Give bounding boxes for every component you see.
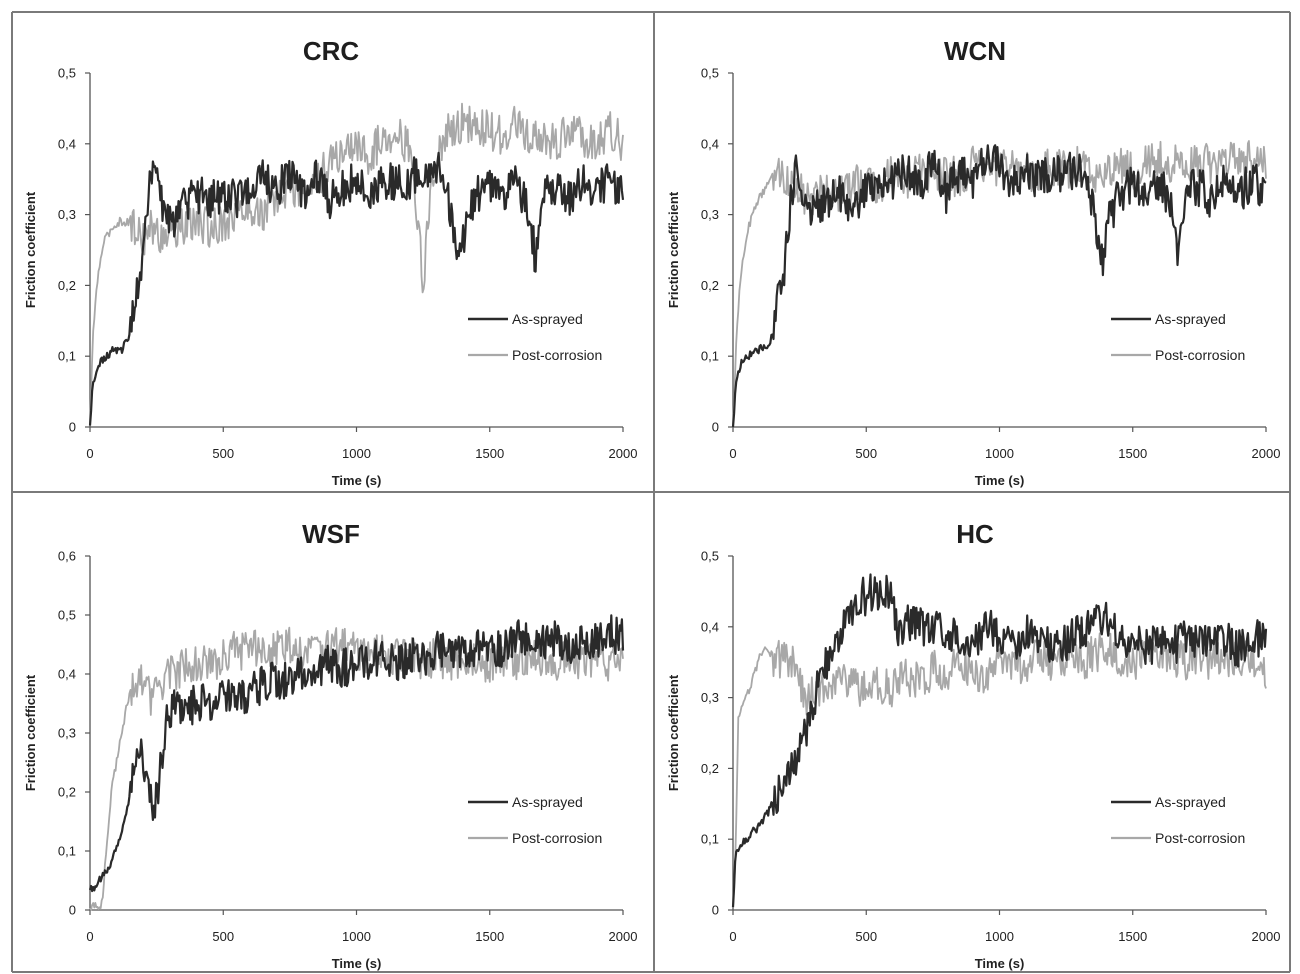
x-tick-label: 1000 bbox=[342, 446, 371, 461]
y-tick-label: 0,3 bbox=[58, 207, 76, 222]
legend-label: Post-corrosion bbox=[1155, 347, 1245, 363]
x-tick-label: 2000 bbox=[609, 929, 638, 944]
chart-title: HC bbox=[956, 519, 994, 549]
y-tick-label: 0,2 bbox=[701, 278, 719, 293]
legend-label: Post-corrosion bbox=[512, 830, 602, 846]
x-axis-title: Time (s) bbox=[975, 956, 1025, 971]
x-tick-label: 0 bbox=[86, 929, 93, 944]
x-axis-title: Time (s) bbox=[332, 956, 382, 971]
x-tick-label: 500 bbox=[855, 446, 877, 461]
y-tick-label: 0,5 bbox=[701, 549, 719, 564]
legend-label: As-sprayed bbox=[1155, 311, 1226, 327]
y-tick-label: 0,1 bbox=[701, 832, 719, 847]
y-tick-label: 0,2 bbox=[701, 761, 719, 776]
legend-label: As-sprayed bbox=[512, 794, 583, 810]
y-tick-label: 0 bbox=[69, 903, 76, 918]
chart-panel-crc: CRC 0 0,1 0,2 0,3 0,4 0,5 0 500 1000 1500 2000 Time … bbox=[23, 36, 637, 488]
series-line-post-corrosion bbox=[732, 632, 1267, 908]
y-tick-label: 0,3 bbox=[701, 690, 719, 705]
x-tick-label: 1500 bbox=[475, 446, 504, 461]
y-tick-label: 0,5 bbox=[58, 66, 76, 81]
y-tick-label: 0,1 bbox=[58, 349, 76, 364]
x-tick-label: 1000 bbox=[985, 929, 1014, 944]
y-tick-label: 0,4 bbox=[58, 667, 76, 682]
x-tick-label: 2000 bbox=[609, 446, 638, 461]
legend-label: Post-corrosion bbox=[512, 347, 602, 363]
x-tick-label: 1000 bbox=[342, 929, 371, 944]
y-tick-label: 0 bbox=[69, 420, 76, 435]
y-axis-title: Friction coefficient bbox=[666, 674, 681, 791]
y-tick-label: 0,4 bbox=[701, 619, 719, 634]
y-tick-label: 0,1 bbox=[58, 844, 76, 859]
x-axis-title: Time (s) bbox=[332, 473, 382, 488]
legend-label: Post-corrosion bbox=[1155, 830, 1245, 846]
x-tick-label: 500 bbox=[212, 446, 234, 461]
x-tick-label: 2000 bbox=[1252, 446, 1281, 461]
y-tick-label: 0,2 bbox=[58, 278, 76, 293]
chart-title: WSF bbox=[302, 519, 360, 549]
legend-label: As-sprayed bbox=[512, 311, 583, 327]
figure-frame bbox=[11, 11, 1291, 973]
y-tick-label: 0 bbox=[712, 903, 719, 918]
x-tick-label: 1000 bbox=[985, 446, 1014, 461]
x-tick-label: 0 bbox=[729, 446, 736, 461]
y-axis-title: Friction coefficient bbox=[23, 191, 38, 308]
y-tick-label: 0,6 bbox=[58, 549, 76, 564]
x-tick-label: 1500 bbox=[475, 929, 504, 944]
x-tick-label: 1500 bbox=[1118, 446, 1147, 461]
series-line-as-sprayed bbox=[731, 144, 1267, 428]
y-axis-title: Friction coefficient bbox=[23, 674, 38, 791]
x-tick-label: 500 bbox=[212, 929, 234, 944]
y-tick-label: 0,5 bbox=[701, 66, 719, 81]
y-tick-label: 0,4 bbox=[701, 136, 719, 151]
chart-panel-hc: HC 0 0,1 0,2 0,3 0,4 0,5 0 500 1000 1500 2000 Time (… bbox=[666, 519, 1280, 971]
y-axis-title: Friction coefficient bbox=[666, 191, 681, 308]
x-tick-label: 0 bbox=[86, 446, 93, 461]
x-axis-title: Time (s) bbox=[975, 473, 1025, 488]
legend-label: As-sprayed bbox=[1155, 794, 1226, 810]
y-tick-label: 0,4 bbox=[58, 136, 76, 151]
series-line-as-sprayed bbox=[731, 573, 1268, 908]
chart-title: WCN bbox=[944, 36, 1006, 66]
y-tick-label: 0,1 bbox=[701, 349, 719, 364]
y-tick-label: 0,2 bbox=[58, 785, 76, 800]
y-tick-label: 0 bbox=[712, 420, 719, 435]
chart-panels: CRC 0 0,1 0,2 0,3 0,4 0,5 0 500 1000 1500 2000 Time … bbox=[23, 36, 1280, 971]
chart-title: CRC bbox=[303, 36, 360, 66]
x-tick-label: 2000 bbox=[1252, 929, 1281, 944]
x-tick-label: 0 bbox=[729, 929, 736, 944]
series-line-as-sprayed bbox=[88, 614, 625, 893]
y-tick-label: 0,3 bbox=[701, 207, 719, 222]
x-tick-label: 500 bbox=[855, 929, 877, 944]
chart-panel-wcn: WCN 0 0,1 0,2 0,3 0,4 0,5 0 500 1000 1500 2000 Time … bbox=[666, 36, 1280, 488]
chart-panel-wsf: WSF 0 0,1 0,2 0,3 0,4 0,5 0,6 0 500 1000 1500 2000 Ti… bbox=[23, 519, 637, 971]
series-line-post-corrosion bbox=[89, 102, 624, 426]
x-tick-label: 1500 bbox=[1118, 929, 1147, 944]
y-tick-label: 0,3 bbox=[58, 726, 76, 741]
y-tick-label: 0,5 bbox=[58, 608, 76, 623]
series-line-as-sprayed bbox=[88, 151, 625, 426]
